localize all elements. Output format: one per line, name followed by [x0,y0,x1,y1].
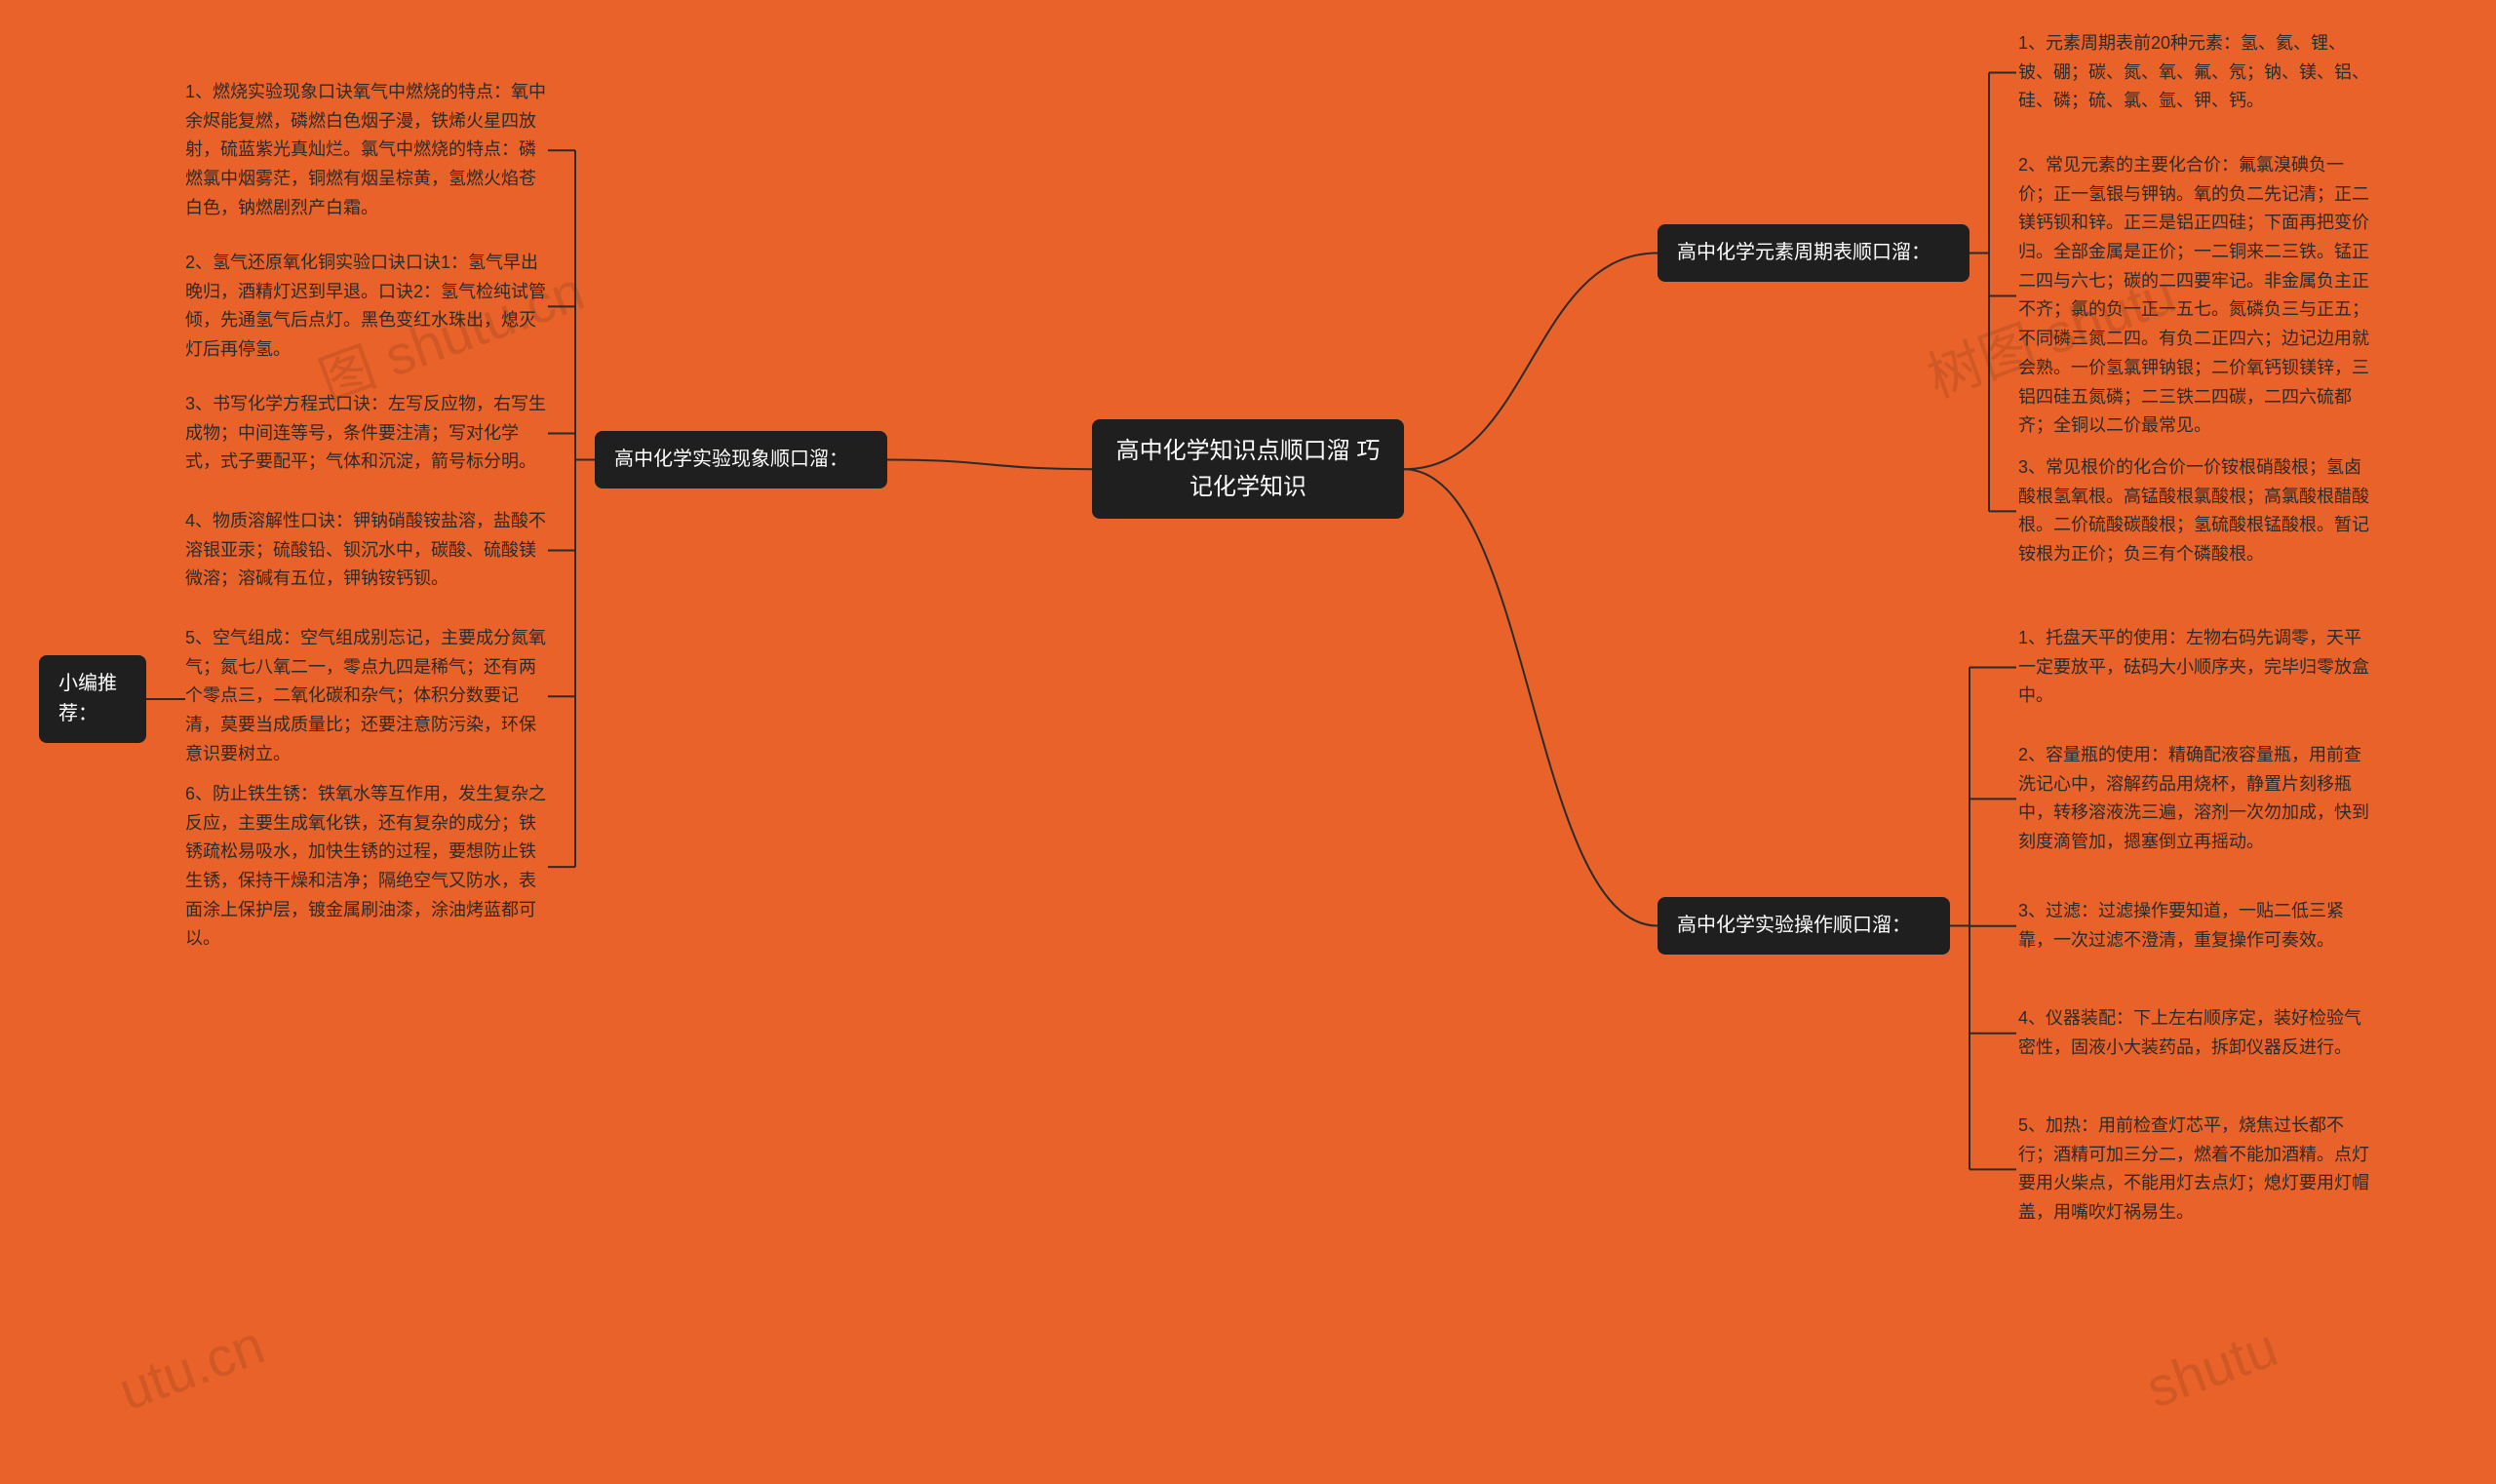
l-exp-1: 1、燃烧实验现象口诀氧气中燃烧的特点：氧中余烬能复燃，磷燃白色烟子漫，铁烯火星四… [185,78,546,222]
l-op-2: 2、容量瓶的使用：精确配液容量瓶，用前查洗记心中，溶解药品用烧杯，静置片刻移瓶中… [2018,741,2369,857]
l-exp-5: 5、空气组成：空气组成别忘记，主要成分氮氧气；氮七八氧二一，零点九四是稀气；还有… [185,624,546,768]
watermark: utu.cn [110,1312,272,1423]
l-exp-3: 3、书写化学方程式口诀：左写反应物，右写生成物；中间连等号，条件要注清；写对化学… [185,390,546,477]
mindmap-canvas: 图 shutu.cn树图 shutuutu.cnshutu高中化学知识点顺口溜 … [0,0,2496,1484]
l-per-3: 3、常见根价的化合价一价铵根硝酸根；氢卤酸根氢氧根。高锰酸根氯酸根；高氯酸根醋酸… [2018,453,2369,569]
b-op: 高中化学实验操作顺口溜： [1658,897,1950,955]
watermark: shutu [2138,1315,2285,1421]
b-periodic: 高中化学元素周期表顺口溜： [1658,224,1970,282]
b-exp: 高中化学实验现象顺口溜： [595,431,887,488]
l-op-1: 1、托盘天平的使用：左物右码先调零，天平一定要放平，砝码大小顺序夹，完毕归零放盒… [2018,624,2369,711]
root-node: 高中化学知识点顺口溜 巧 记化学知识 [1092,419,1404,519]
l-exp-2: 2、氢气还原氧化铜实验口诀口诀1：氢气早出晚归，酒精灯迟到早退。口诀2：氢气检纯… [185,249,546,365]
l-exp-4: 4、物质溶解性口诀：钾钠硝酸铵盐溶，盐酸不溶银亚汞；硫酸铅、钡沉水中，碳酸、硫酸… [185,507,546,594]
l-op-5: 5、加热：用前检查灯芯平，烧焦过长都不行；酒精可加三分二，燃着不能加酒精。点灯要… [2018,1112,2369,1228]
l-op-3: 3、过滤：过滤操作要知道，一贴二低三紧靠，一次过滤不澄清，重复操作可奏效。 [2018,897,2369,955]
l-op-4: 4、仪器装配：下上左右顺序定，装好检验气密性，固液小大装药品，拆卸仪器反进行。 [2018,1004,2369,1062]
l-per-2: 2、常见元素的主要化合价：氟氯溴碘负一价；正一氢银与钾钠。氧的负二先记清；正二镁… [2018,151,2369,441]
l-exp-6: 6、防止铁生锈：铁氧水等互作用，发生复杂之反应，主要生成氧化铁，还有复杂的成分；… [185,780,546,954]
b-rec: 小编推荐： [39,655,146,743]
l-per-1: 1、元素周期表前20种元素：氢、氦、锂、铍、硼；碳、氮、氧、氟、氖；钠、镁、铝、… [2018,29,2369,116]
